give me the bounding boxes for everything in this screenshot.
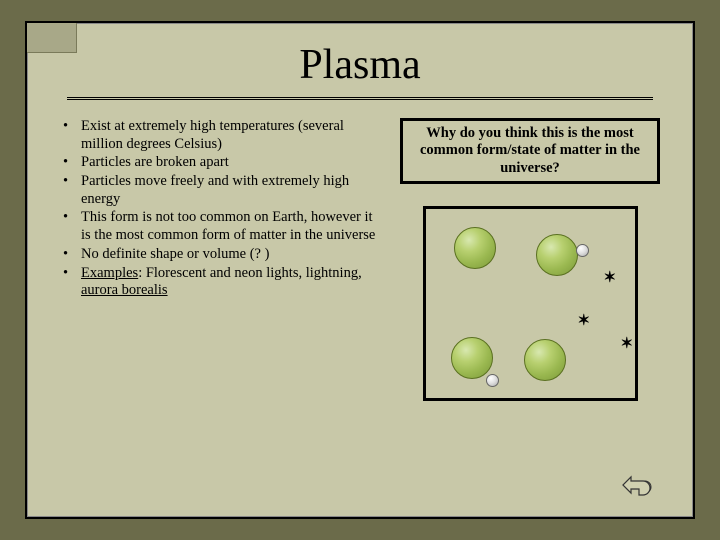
examples-body: : Florescent and neon lights, lightning, <box>138 265 362 281</box>
list-item: •This form is not too common on Earth, h… <box>63 209 379 244</box>
list-item: •Particles move freely and with extremel… <box>63 173 379 208</box>
list-item: •Examples: Florescent and neon lights, l… <box>63 265 379 300</box>
bullet-text: Examples: Florescent and neon lights, li… <box>81 265 379 300</box>
electron <box>486 374 499 387</box>
bullet-text: This form is not too common on Earth, ho… <box>81 209 379 244</box>
energy-burst-icon: ✶ <box>604 271 617 286</box>
return-icon[interactable] <box>617 471 653 499</box>
bullet-text: Particles are broken apart <box>81 154 379 172</box>
right-column: Why do you think this is the most common… <box>397 118 663 401</box>
examples-label: Examples <box>81 265 138 281</box>
particle <box>536 234 578 276</box>
bullet-text: Particles move freely and with extremely… <box>81 173 379 208</box>
bullet-text: No definite shape or volume (? ) <box>81 246 379 264</box>
list-item: •No definite shape or volume (? ) <box>63 246 379 264</box>
energy-burst-icon: ✶ <box>578 314 591 329</box>
folded-corner <box>27 23 77 53</box>
bullet-text: Exist at extremely high temperatures (se… <box>81 118 379 153</box>
slide-title: Plasma <box>57 41 663 89</box>
list-item: •Particles are broken apart <box>63 154 379 172</box>
particle <box>454 227 496 269</box>
electron <box>576 244 589 257</box>
list-item: •Exist at extremely high temperatures (s… <box>63 118 379 153</box>
plasma-diagram: ✶ ✶ ✶ <box>423 206 638 401</box>
slide: Plasma •Exist at extremely high temperat… <box>25 21 695 519</box>
title-rule <box>67 97 653 98</box>
bullet-column: •Exist at extremely high temperatures (s… <box>57 118 379 401</box>
bullet-list: •Exist at extremely high temperatures (s… <box>57 118 379 300</box>
particle <box>451 337 493 379</box>
content-row: •Exist at extremely high temperatures (s… <box>57 118 663 401</box>
question-box: Why do you think this is the most common… <box>400 118 660 184</box>
energy-burst-icon: ✶ <box>621 337 634 352</box>
particle <box>524 339 566 381</box>
examples-link[interactable]: aurora borealis <box>81 282 168 298</box>
